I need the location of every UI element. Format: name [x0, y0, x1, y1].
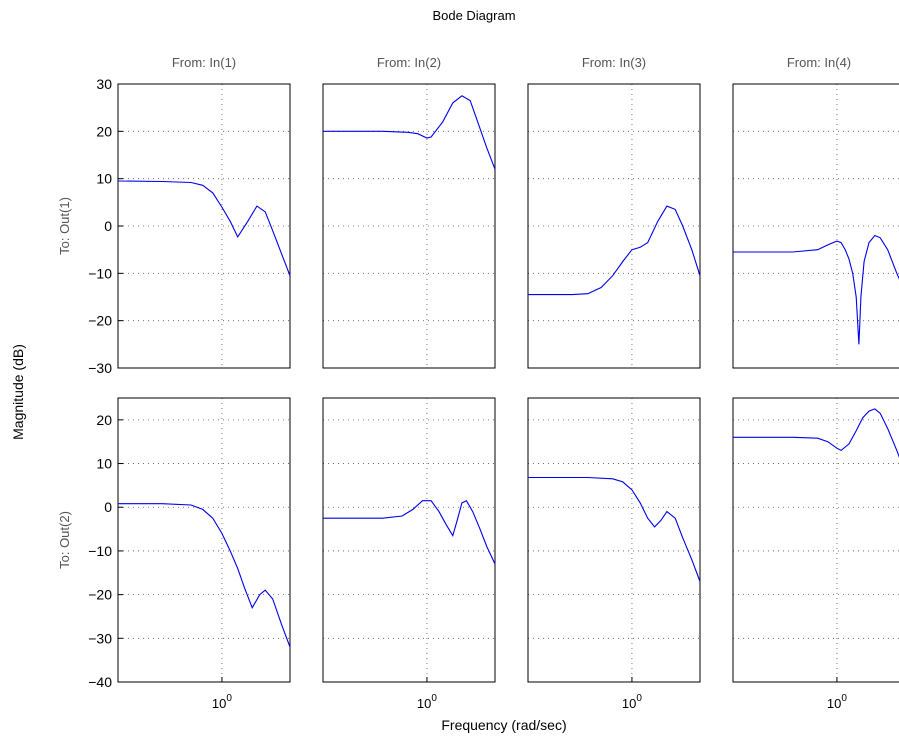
- y-tick-label: 0: [104, 499, 112, 515]
- panel-out2-in3: 100: [527, 397, 701, 711]
- row-label-out1: To: Out(1): [57, 197, 72, 255]
- y-tick-label: −30: [88, 630, 112, 646]
- panel-out1-in3: [527, 83, 701, 369]
- panel-out1-in4: [732, 83, 899, 369]
- panel-out2-in1: −40 −30 −20 −10 0 10 20 100: [88, 397, 291, 711]
- y-tick-label: −20: [88, 587, 112, 603]
- x-tick-label: 100: [212, 693, 232, 711]
- plot-frame: [322, 83, 496, 369]
- y-tick-label: 30: [96, 76, 112, 92]
- x-tick-label: 100: [417, 693, 437, 711]
- magnitude-curve-out1-in3: [528, 205, 701, 296]
- y-tick-label: −10: [88, 543, 112, 559]
- y-tick-label: 20: [96, 412, 112, 428]
- column-label-in2: From: In(2): [377, 55, 441, 70]
- plot-frame: [732, 397, 899, 683]
- magnitude-curve-out1-in1: [117, 180, 291, 276]
- magnitude-curve-out1-in2: [323, 95, 496, 170]
- y-axis-label: Magnitude (dB): [10, 344, 26, 440]
- y-tick-label: 10: [96, 171, 112, 187]
- magnitude-curve-out1-in4: [733, 234, 899, 345]
- plot-frame: [117, 397, 291, 683]
- y-tick-label: −40: [88, 674, 112, 690]
- magnitude-curve-out2-in2: [323, 499, 496, 565]
- row-label-out2: To: Out(2): [57, 511, 72, 569]
- panel-out2-in2: 100: [322, 397, 496, 711]
- magnitude-curve-out2-in1: [118, 503, 291, 648]
- panel-out1-in2: [322, 83, 496, 369]
- y-tick-label: −10: [88, 265, 112, 281]
- y-tick-label: 0: [104, 218, 112, 234]
- plot-frame: [117, 83, 291, 369]
- magnitude-curve-out2-in4: [733, 408, 899, 458]
- panel-grid: From: In(1) From: In(2) From: In(3) From: I…: [57, 55, 899, 711]
- y-tick-label: −20: [88, 313, 112, 329]
- chart-title: Bode Diagram: [432, 8, 515, 23]
- y-tick-label: 20: [96, 123, 112, 139]
- y-tick-label: 10: [96, 456, 112, 472]
- magnitude-curve-out2-in3: [528, 476, 701, 582]
- column-label-in3: From: In(3): [582, 55, 646, 70]
- column-label-in1: From: In(1): [172, 55, 236, 70]
- x-tick-label: 100: [622, 693, 642, 711]
- column-label-in4: From: In(4): [787, 55, 851, 70]
- plot-frame: [322, 397, 496, 683]
- y-tick-label: −30: [88, 360, 112, 376]
- x-tick-label: 100: [827, 693, 847, 711]
- panel-out1-in1: −30 −20 −10 0 10 20 30: [88, 76, 291, 376]
- plot-frame: [527, 83, 701, 369]
- plot-frame: [732, 83, 899, 369]
- plot-frame: [527, 397, 701, 683]
- panel-out2-in4: 100: [732, 397, 899, 711]
- x-axis-label: Frequency (rad/sec): [441, 717, 566, 733]
